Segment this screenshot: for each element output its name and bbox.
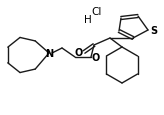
Text: O: O [92,53,100,62]
Text: O: O [75,48,83,58]
Text: S: S [150,26,157,36]
Text: N: N [45,49,53,59]
Text: Cl: Cl [91,7,101,17]
Text: H: H [84,15,92,25]
